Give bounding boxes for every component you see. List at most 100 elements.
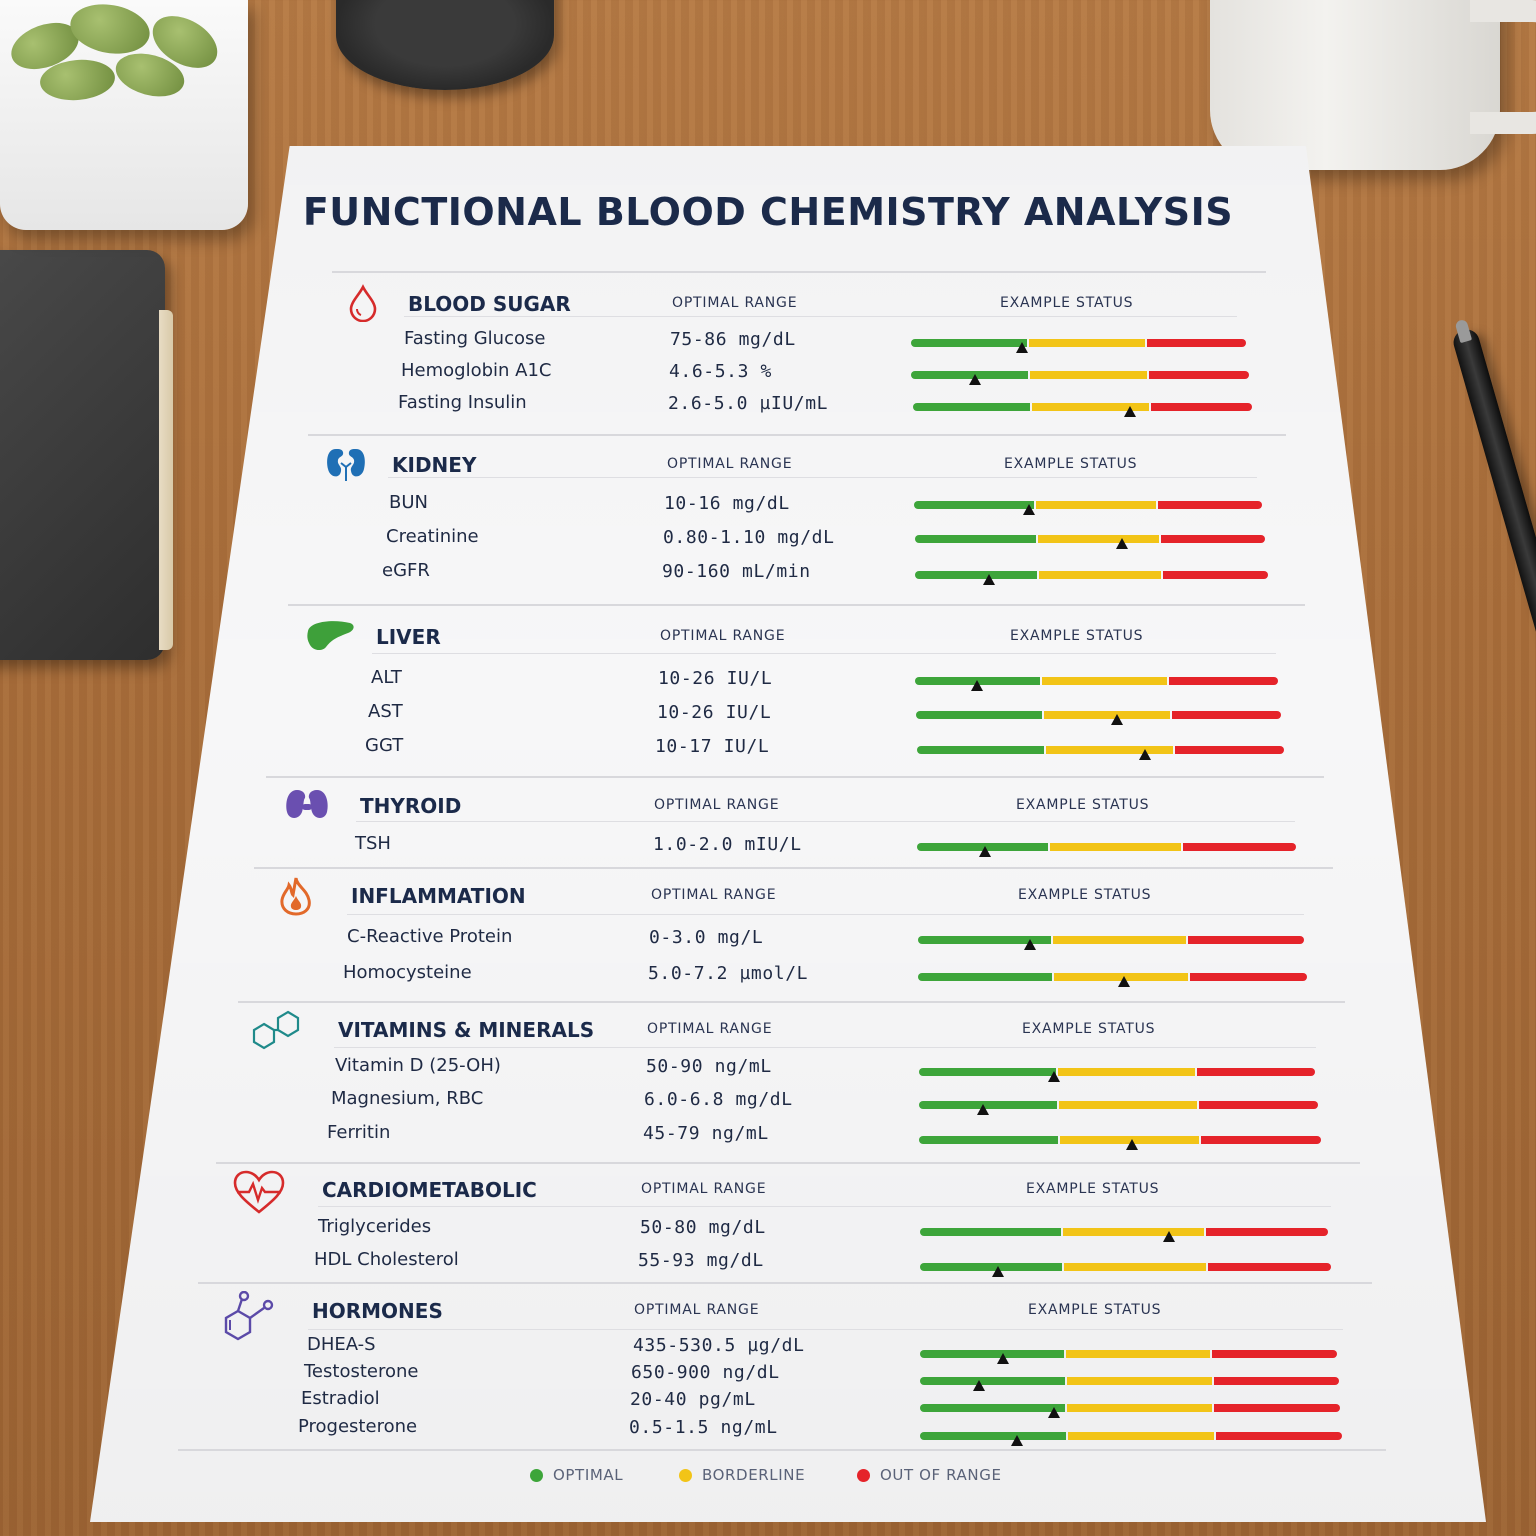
out-of-range-segment bbox=[1151, 403, 1252, 411]
status-pointer-icon bbox=[992, 1266, 1004, 1277]
optimal-range-value: 10-16 mg/dL bbox=[664, 493, 790, 514]
optimal-range-header: OPTIMAL RANGE bbox=[654, 797, 780, 813]
status-pointer-icon bbox=[997, 1353, 1009, 1364]
optimal-segment bbox=[914, 501, 1034, 509]
status-pointer-icon bbox=[1118, 976, 1130, 987]
section-title: KIDNEY bbox=[392, 453, 477, 477]
status-pointer-icon bbox=[969, 374, 981, 385]
out-of-range-segment bbox=[1212, 1350, 1337, 1358]
flame-icon bbox=[277, 876, 315, 920]
legend-out-of-range: OUT OF RANGE bbox=[857, 1466, 1002, 1484]
marker-name: AST bbox=[368, 701, 403, 722]
status-pointer-icon bbox=[1139, 749, 1151, 760]
optimal-segment bbox=[911, 339, 1027, 347]
analysis-sheet bbox=[90, 146, 1486, 1522]
borderline-segment bbox=[1063, 1228, 1204, 1236]
out-of-range-segment bbox=[1175, 746, 1284, 754]
optimal-range-header: OPTIMAL RANGE bbox=[634, 1302, 760, 1318]
status-pointer-icon bbox=[1048, 1071, 1060, 1082]
borderline-segment bbox=[1029, 339, 1145, 347]
out-of-range-segment bbox=[1161, 535, 1265, 543]
status-bar bbox=[915, 571, 1268, 579]
status-bar bbox=[913, 403, 1252, 411]
borderline-segment bbox=[1050, 843, 1181, 851]
borderline-segment bbox=[1032, 403, 1149, 411]
optimal-range-value: 45-79 ng/mL bbox=[643, 1123, 769, 1144]
optimal-segment bbox=[919, 1068, 1056, 1076]
header-underline bbox=[308, 1329, 1343, 1330]
section-divider bbox=[332, 271, 1266, 273]
header-underline bbox=[404, 316, 1237, 317]
liver-icon bbox=[304, 617, 356, 657]
out-of-range-segment bbox=[1158, 501, 1262, 509]
optimal-segment bbox=[920, 1263, 1062, 1271]
section-title: INFLAMMATION bbox=[351, 884, 526, 908]
optimal-range-header: OPTIMAL RANGE bbox=[647, 1021, 773, 1037]
optimal-segment bbox=[920, 1228, 1061, 1236]
optimal-range-value: 50-80 mg/dL bbox=[640, 1217, 766, 1238]
heart-pulse-icon bbox=[232, 1170, 286, 1220]
example-status-header: EXAMPLE STATUS bbox=[1004, 456, 1138, 472]
borderline-segment bbox=[1038, 535, 1159, 543]
optimal-range-header: OPTIMAL RANGE bbox=[660, 628, 786, 644]
out-of-range-segment bbox=[1216, 1432, 1342, 1440]
marker-name: Creatinine bbox=[386, 526, 479, 547]
legend-borderline-dot bbox=[679, 1468, 692, 1482]
out-of-range-segment bbox=[1206, 1228, 1328, 1236]
blood-drop-icon bbox=[346, 284, 380, 326]
example-status-header: EXAMPLE STATUS bbox=[1028, 1302, 1162, 1318]
thyroid-icon bbox=[283, 786, 331, 826]
out-of-range-segment bbox=[1188, 936, 1304, 944]
optimal-segment bbox=[918, 936, 1051, 944]
marker-name: Hemoglobin A1C bbox=[401, 360, 552, 381]
optimal-segment bbox=[915, 571, 1037, 579]
out-of-range-segment bbox=[1190, 973, 1307, 981]
optimal-segment bbox=[920, 1350, 1064, 1358]
optimal-range-value: 650-900 ng/dL bbox=[631, 1362, 780, 1383]
out-of-range-segment bbox=[1197, 1068, 1315, 1076]
optimal-range-value: 10-17 IU/L bbox=[655, 736, 770, 757]
status-bar bbox=[911, 371, 1249, 379]
optimal-range-value: 10-26 IU/L bbox=[657, 702, 772, 723]
status-pointer-icon bbox=[1048, 1407, 1060, 1418]
section-divider bbox=[254, 867, 1333, 869]
legend-borderline: BORDERLINE bbox=[679, 1466, 805, 1484]
borderline-segment bbox=[1058, 1068, 1195, 1076]
example-status-header: EXAMPLE STATUS bbox=[1010, 628, 1144, 644]
document-title: FUNCTIONAL BLOOD CHEMISTRY ANALYSIS bbox=[302, 190, 1234, 234]
optimal-segment bbox=[918, 973, 1052, 981]
section-divider bbox=[216, 1162, 1360, 1164]
optimal-range-value: 90-160 mL/min bbox=[662, 561, 811, 582]
optimal-segment bbox=[920, 1404, 1065, 1412]
optimal-range-value: 0.5-1.5 ng/mL bbox=[629, 1417, 778, 1438]
borderline-segment bbox=[1039, 571, 1161, 579]
marker-name: Magnesium, RBC bbox=[331, 1088, 484, 1109]
notebook bbox=[0, 250, 173, 660]
out-of-range-segment bbox=[1214, 1377, 1339, 1385]
legend-optimal-dot bbox=[530, 1468, 543, 1482]
status-bar bbox=[920, 1228, 1328, 1236]
status-pointer-icon bbox=[1124, 406, 1136, 417]
borderline-segment bbox=[1044, 711, 1170, 719]
status-pointer-icon bbox=[977, 1104, 989, 1115]
optimal-range-value: 435-530.5 µg/dL bbox=[633, 1335, 805, 1356]
section-divider bbox=[288, 604, 1305, 606]
header-underline bbox=[356, 821, 1295, 822]
out-of-range-segment bbox=[1199, 1101, 1318, 1109]
status-bar bbox=[919, 1136, 1321, 1144]
header-underline bbox=[347, 914, 1304, 915]
status-pointer-icon bbox=[1024, 939, 1036, 950]
example-status-header: EXAMPLE STATUS bbox=[1026, 1181, 1160, 1197]
marker-name: TSH bbox=[355, 833, 391, 854]
status-pointer-icon bbox=[1023, 504, 1035, 515]
marker-name: Triglycerides bbox=[318, 1216, 432, 1237]
out-of-range-segment bbox=[1183, 843, 1296, 851]
header-underline bbox=[372, 653, 1276, 654]
section-title: BLOOD SUGAR bbox=[408, 292, 571, 316]
optimal-range-value: 55-93 mg/dL bbox=[638, 1250, 764, 1271]
status-pointer-icon bbox=[1011, 1435, 1023, 1446]
status-bar bbox=[914, 501, 1262, 509]
out-of-range-segment bbox=[1208, 1263, 1331, 1271]
borderline-segment bbox=[1067, 1404, 1212, 1412]
borderline-segment bbox=[1042, 677, 1167, 685]
